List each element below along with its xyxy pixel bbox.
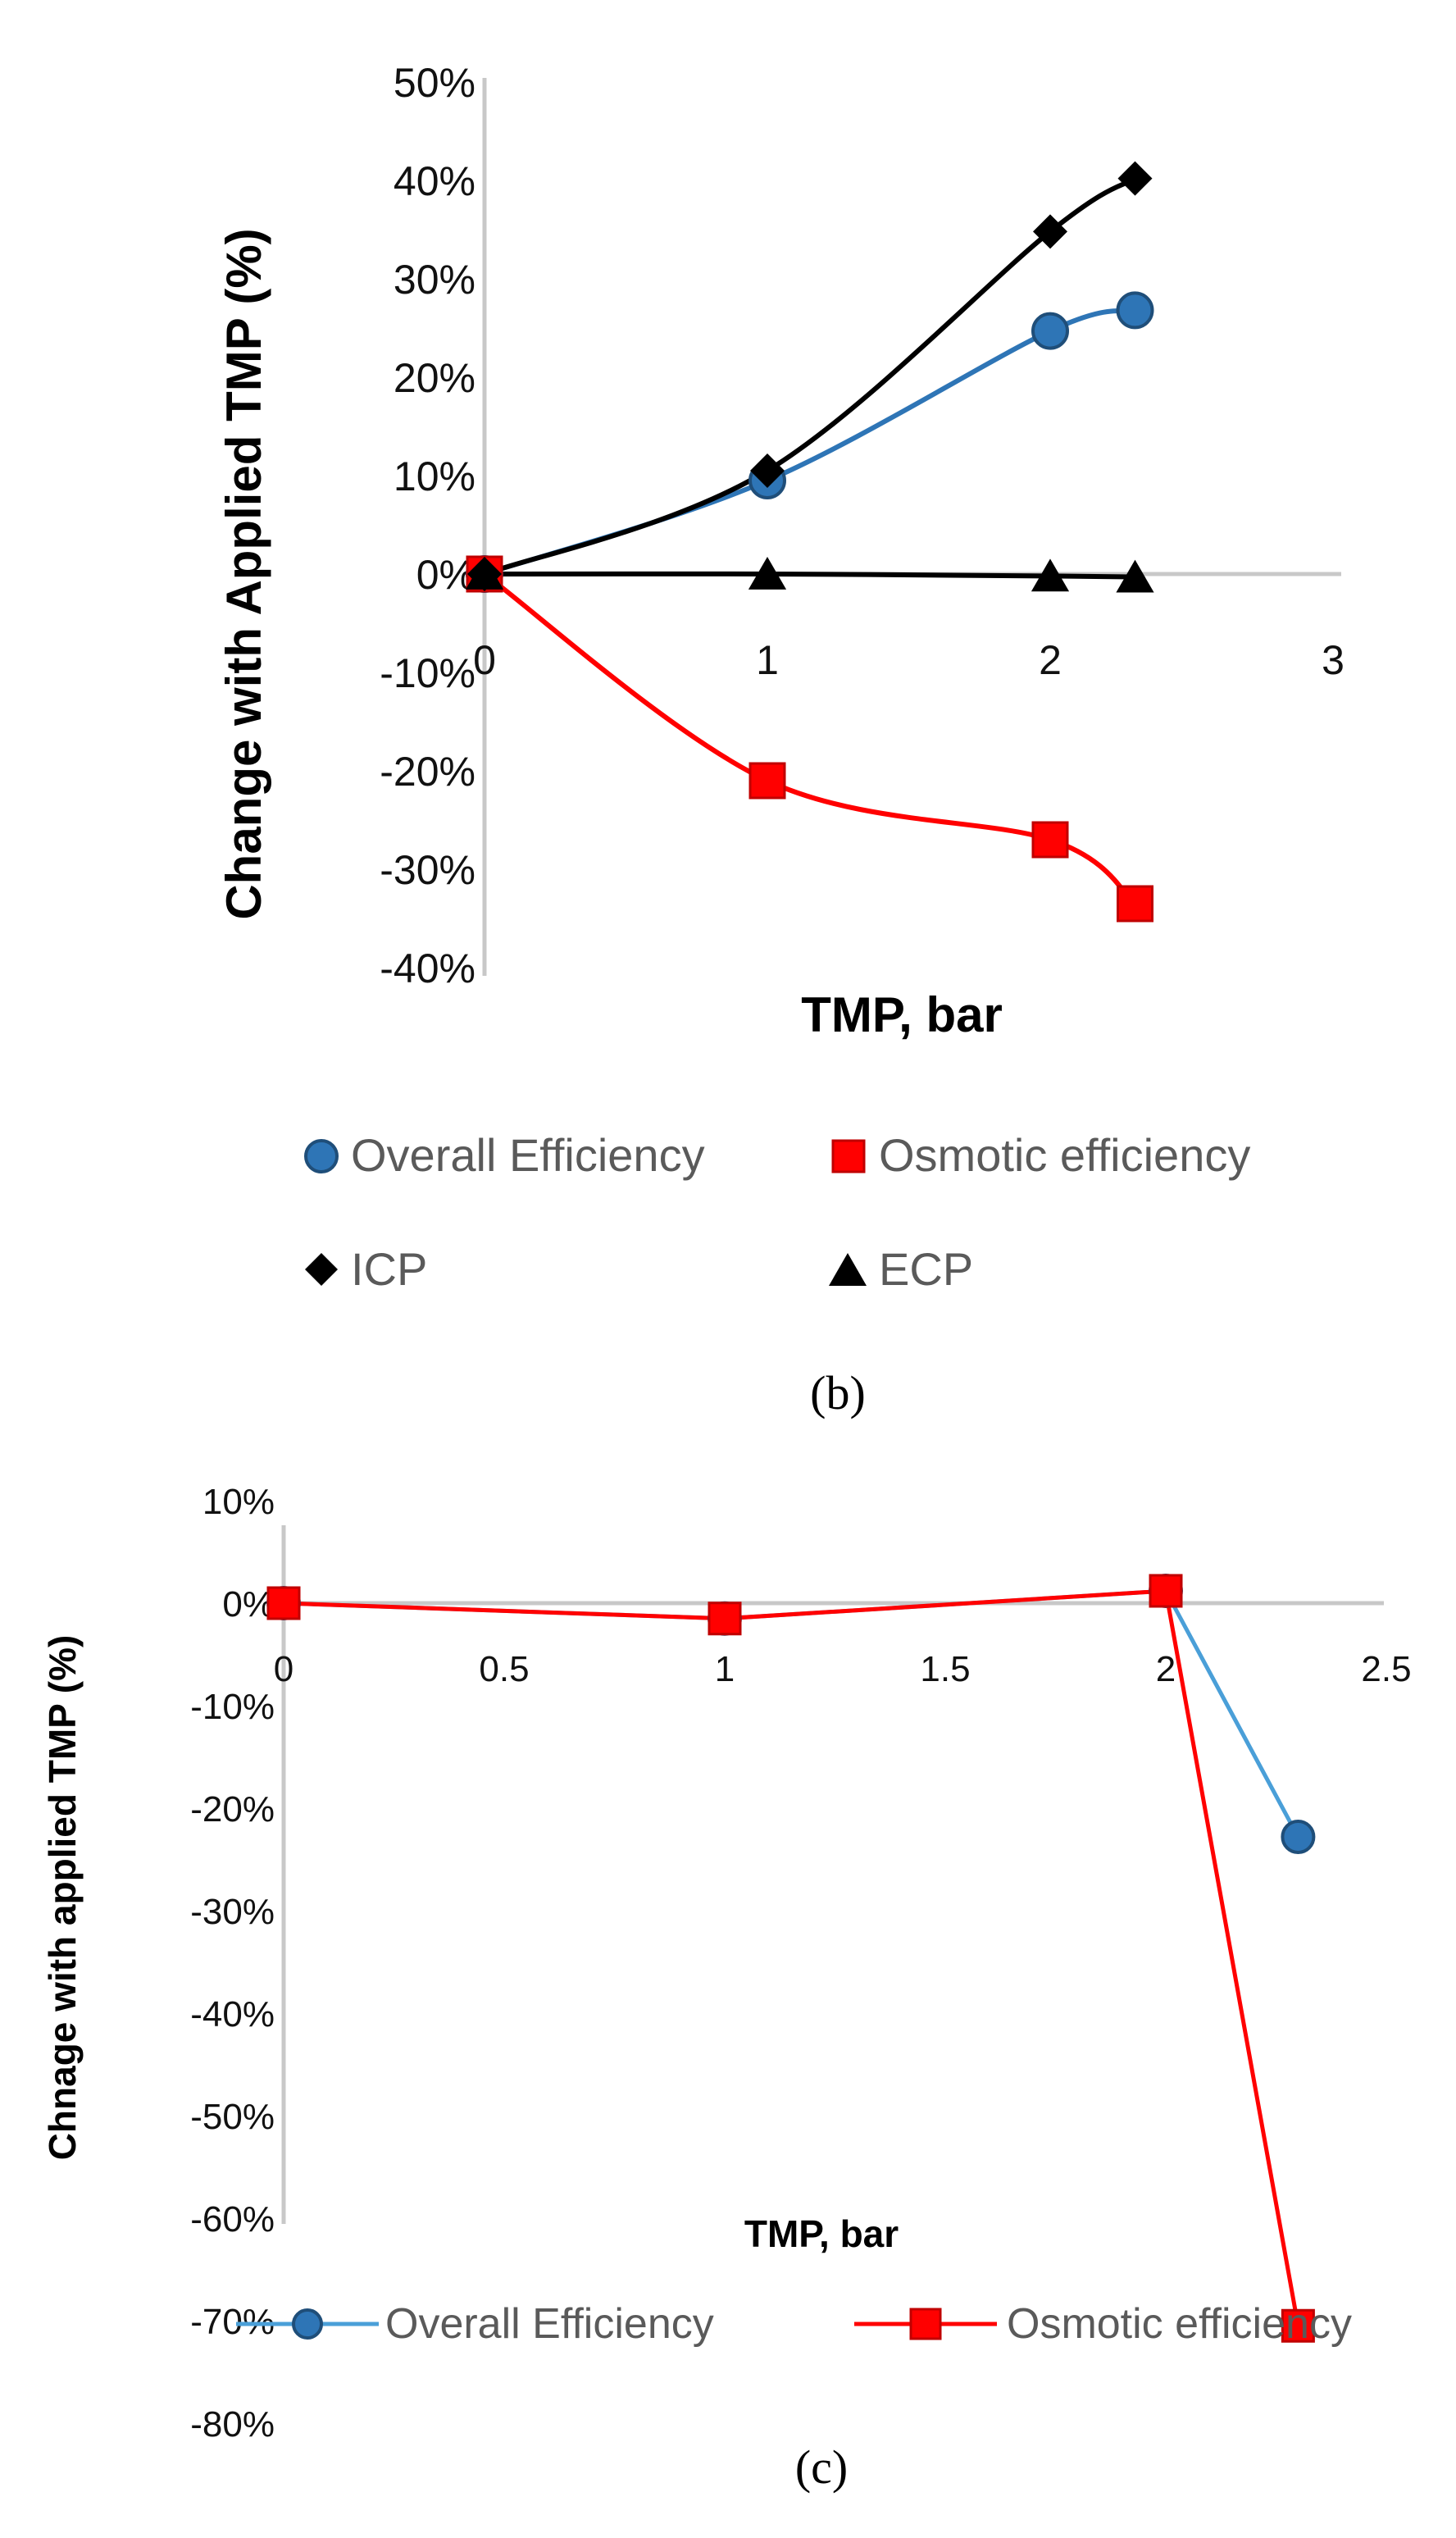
data-point-icp (1117, 161, 1153, 196)
legend-marker-osmotic-efficiency (831, 1139, 866, 1173)
x-tick-label: 0 (274, 1649, 293, 1689)
x-tick-label: 2.5 (1361, 1649, 1411, 1689)
chart-b-axes (482, 78, 1341, 976)
chart-c-series-lines (283, 1588, 1300, 2326)
data-point-icp (1033, 214, 1067, 249)
legend-label-overall-efficiency: Overall Efficiency (351, 1129, 705, 1181)
chart-c-x-axis-title: TMP, bar (744, 2212, 899, 2255)
y-tick-label: -60% (190, 2199, 275, 2240)
chart-c-y-tick-labels: 10% 0% -10% -20% -30% -40% -50% -60% -70% -80% (190, 1482, 275, 2445)
x-tick-label: 3 (1322, 637, 1345, 683)
y-tick-label: -30% (380, 847, 475, 893)
data-point-osmotic-efficiency (748, 762, 786, 800)
chart-b-y-tick-labels: 50% 40% 30% 20% 10% 0% -10% -20% -30% -40% (380, 60, 475, 991)
y-tick-label: -20% (380, 749, 475, 795)
x-tick-label: 1.5 (920, 1649, 970, 1689)
data-point-overall-efficiency (1031, 312, 1069, 350)
y-tick-label: 50% (394, 60, 475, 106)
series-line-overall-efficiency (283, 1588, 1300, 1839)
chart-b-legend: Overall Efficiency Osmotic efficiency IC… (304, 1129, 1250, 1295)
legend-marker-osmotic-efficiency (909, 2308, 942, 2340)
data-point-osmotic-efficiency (1031, 821, 1069, 859)
data-point-ecp (748, 557, 787, 590)
chart-b-series-lines (483, 176, 1137, 906)
data-point-osmotic-efficiency (1281, 2308, 1315, 2343)
panel-label-b: (b) (810, 1366, 866, 1419)
y-tick-label: -20% (190, 1789, 275, 1829)
series-line-ecp (484, 571, 1135, 580)
data-point-osmotic-efficiency (1117, 885, 1153, 923)
data-point-ecp (465, 557, 504, 590)
data-point-osmotic-efficiency (708, 1602, 742, 1636)
data-point-osmotic-efficiency (266, 1586, 301, 1620)
y-tick-label: -30% (190, 1892, 275, 1932)
chart-c-y-axis-title: Chnage with applied TMP (%) (41, 1635, 84, 2161)
legend-label-ecp: ECP (879, 1243, 973, 1295)
y-tick-label: 30% (394, 257, 475, 303)
y-tick-label: 20% (394, 355, 475, 401)
x-tick-label: 1 (756, 637, 779, 683)
data-point-overall-efficiency (1281, 1820, 1316, 1854)
x-tick-label: 1 (715, 1649, 735, 1689)
panel-label-c: (c) (795, 2440, 848, 2494)
chart-c-axes (281, 1525, 1384, 2224)
x-tick-label: 2 (1156, 1649, 1176, 1689)
legend-marker-ecp (829, 1253, 867, 1286)
data-point-icp (750, 453, 785, 488)
chart-panel-b: 50% 40% 30% 20% 10% 0% -10% -20% -30% -40% 0 1 2 3 C… (216, 60, 1345, 1419)
y-tick-label: -40% (380, 945, 475, 991)
y-tick-label: 0% (416, 552, 475, 598)
chart-b-x-axis-title: TMP, bar (801, 987, 1003, 1042)
data-point-overall-efficiency (1116, 291, 1154, 330)
y-tick-label: 10% (202, 1482, 275, 1522)
series-line-osmotic-efficiency (483, 572, 1137, 906)
y-tick-label: -10% (380, 650, 475, 696)
y-tick-label: 40% (394, 158, 475, 204)
legend-label-osmotic-efficiency: Osmotic efficiency (1007, 2300, 1352, 2348)
y-tick-label: 0% (222, 1584, 275, 1624)
x-tick-label: 0 (473, 637, 496, 683)
chart-b-x-tick-labels: 0 1 2 3 (473, 637, 1345, 683)
chart-c-x-tick-labels: 0 0.5 1 1.5 2 2.5 (274, 1649, 1412, 1689)
y-tick-label: -70% (190, 2302, 275, 2342)
legend-marker-icp (305, 1253, 338, 1286)
chart-b-series-markers (465, 161, 1154, 923)
chart-b-y-axis-title: Change with Applied TMP (%) (216, 228, 271, 919)
chart-c-series-markers (266, 1574, 1316, 2343)
legend-marker-overall-efficiency (304, 1139, 339, 1173)
y-tick-label: -80% (190, 2404, 275, 2445)
y-tick-label: -50% (190, 2097, 275, 2137)
series-line-osmotic-efficiency (283, 1588, 1300, 2326)
data-point-ecp (1031, 558, 1070, 592)
x-tick-label: 2 (1039, 637, 1062, 683)
legend-label-osmotic-efficiency: Osmotic efficiency (879, 1129, 1250, 1181)
legend-marker-overall-efficiency (292, 2308, 323, 2340)
x-tick-label: 0.5 (479, 1649, 529, 1689)
legend-label-overall-efficiency: Overall Efficiency (385, 2300, 714, 2348)
chart-c-legend: Overall Efficiency Osmotic efficiency (236, 2300, 1352, 2348)
y-tick-label: -40% (190, 1994, 275, 2035)
data-point-osmotic-efficiency (1149, 1574, 1183, 1608)
data-point-ecp (1116, 559, 1154, 593)
y-tick-label: 10% (394, 453, 475, 499)
legend-label-icp: ICP (351, 1243, 427, 1295)
series-line-icp (483, 176, 1137, 576)
y-tick-label: -10% (190, 1687, 275, 1727)
